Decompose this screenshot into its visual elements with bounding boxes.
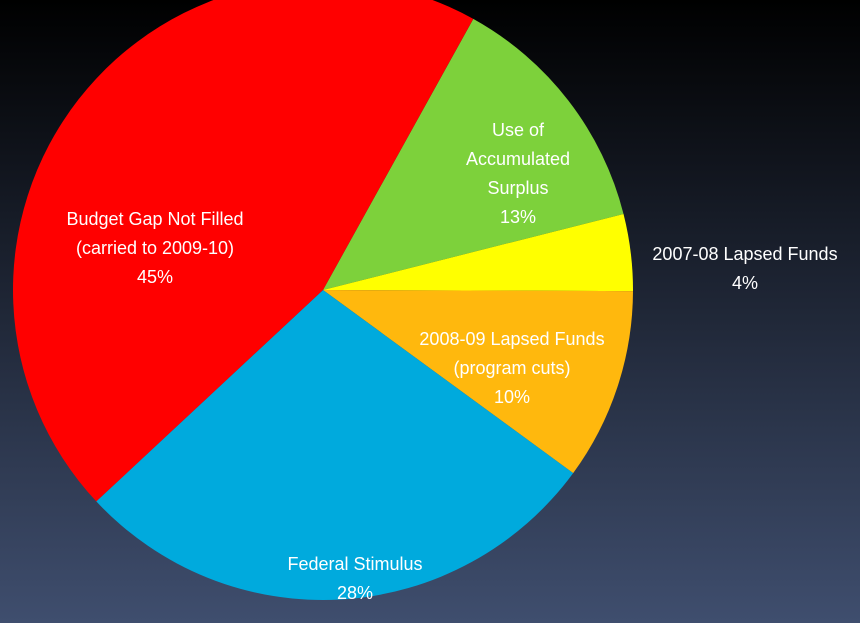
slice-label: Budget Gap Not Filled bbox=[66, 209, 243, 229]
slice-label: Federal Stimulus bbox=[287, 554, 422, 574]
slice-label: Accumulated bbox=[466, 149, 570, 169]
pie-slice bbox=[323, 18, 624, 291]
slice-value-label: 28% bbox=[337, 583, 373, 603]
slice-value-label: 13% bbox=[500, 207, 536, 227]
pie-slice bbox=[323, 290, 633, 474]
slice-label: 2007-08 Lapsed Funds bbox=[652, 244, 837, 264]
slice-label: (program cuts) bbox=[453, 358, 570, 378]
slice-value-label: 45% bbox=[137, 267, 173, 287]
slice-label: Surplus bbox=[487, 178, 548, 198]
pie-slice bbox=[323, 213, 633, 292]
slice-label: (carried to 2009-10) bbox=[76, 238, 234, 258]
slice-value-label: 10% bbox=[494, 387, 530, 407]
pie-slice bbox=[13, 0, 474, 502]
pie-slice bbox=[96, 290, 574, 600]
slice-label: Use of bbox=[492, 120, 545, 140]
slice-value-label: 4% bbox=[732, 273, 758, 293]
slice-label: 2008-09 Lapsed Funds bbox=[419, 329, 604, 349]
